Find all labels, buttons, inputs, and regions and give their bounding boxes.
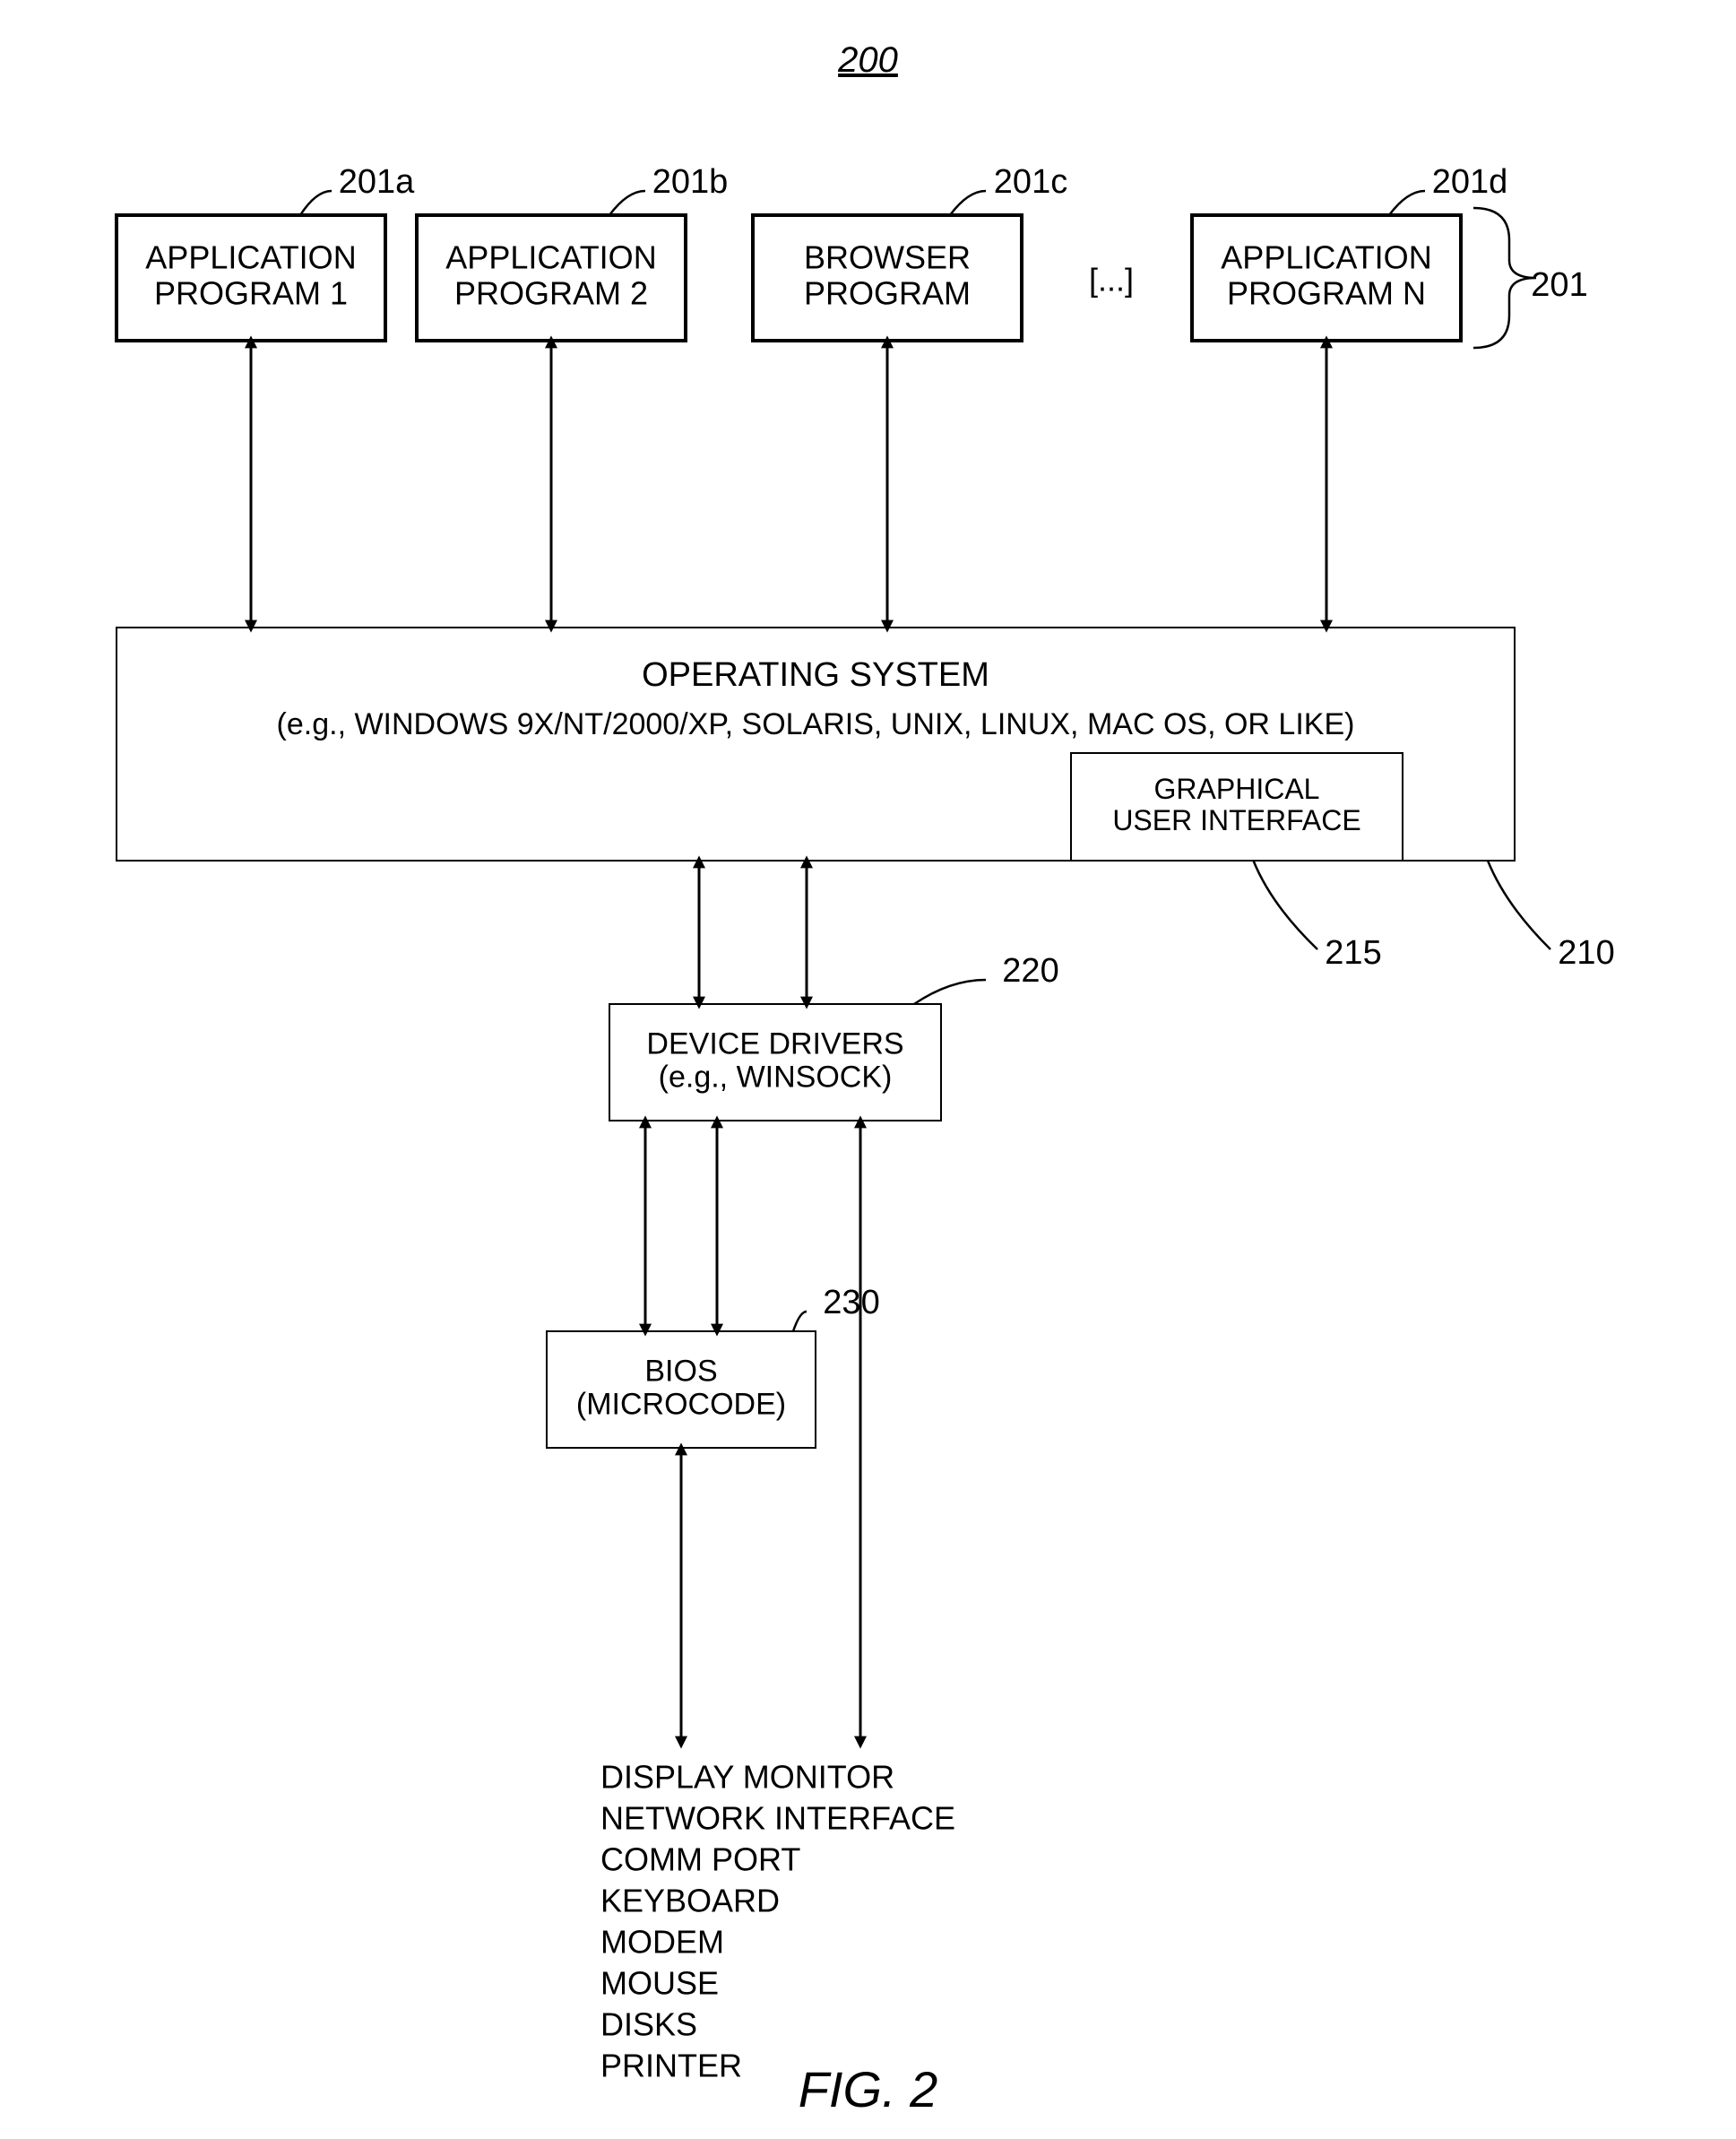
hardware-item: PRINTER bbox=[600, 2048, 742, 2084]
leader-line bbox=[914, 980, 986, 1004]
apps-brace bbox=[1473, 208, 1536, 348]
ref-220: 220 bbox=[1002, 952, 1058, 990]
leader-line bbox=[950, 191, 986, 215]
ref-230: 230 bbox=[823, 1284, 879, 1321]
leader-line bbox=[1389, 191, 1425, 215]
node-label: BROWSER bbox=[804, 239, 971, 276]
svg-text:(e.g., WINDOWS 9X/NT/2000/XP,: (e.g., WINDOWS 9X/NT/2000/XP, SOLARIS, U… bbox=[277, 707, 1355, 741]
leader-line bbox=[609, 191, 645, 215]
node-label: USER INTERFACE bbox=[1112, 804, 1360, 836]
app-box-app2: APPLICATIONPROGRAM 2 bbox=[417, 215, 686, 341]
app-box-app1: APPLICATIONPROGRAM 1 bbox=[117, 215, 385, 341]
node-label: APPLICATION bbox=[445, 239, 656, 276]
hardware-item: MODEM bbox=[600, 1924, 724, 1961]
ref-215: 215 bbox=[1325, 934, 1381, 972]
hardware-item: MOUSE bbox=[600, 1965, 719, 2002]
hardware-item: DISKS bbox=[600, 2006, 697, 2043]
gui-box: GRAPHICALUSER INTERFACE bbox=[1071, 753, 1403, 861]
node-label: PROGRAM bbox=[804, 274, 971, 311]
bios-box: BIOS(MICROCODE) bbox=[547, 1331, 816, 1448]
hardware-item: DISPLAY MONITOR bbox=[600, 1759, 894, 1796]
ref-201: 201 bbox=[1531, 266, 1587, 304]
node-label: (e.g., WINSOCK) bbox=[659, 1061, 893, 1095]
ref-201b: 201b bbox=[652, 163, 729, 201]
node-label: DEVICE DRIVERS bbox=[646, 1026, 903, 1061]
node-label: GRAPHICAL bbox=[1154, 773, 1320, 805]
figure-number: 200 bbox=[837, 40, 898, 80]
hardware-item: KEYBOARD bbox=[600, 1883, 780, 1919]
hardware-list: DISPLAY MONITOR NETWORK INTERFACE COMM POR… bbox=[600, 1759, 955, 2084]
leader-line bbox=[1488, 861, 1550, 949]
node-label: PROGRAM 2 bbox=[454, 274, 648, 311]
drivers-box: DEVICE DRIVERS(e.g., WINSOCK) bbox=[609, 1004, 941, 1121]
ref-201d: 201d bbox=[1432, 163, 1508, 201]
node-label: APPLICATION bbox=[145, 239, 356, 276]
ref-201c: 201c bbox=[994, 163, 1067, 201]
leader-line bbox=[300, 191, 332, 215]
ref-210: 210 bbox=[1558, 934, 1614, 972]
ref-201a: 201a bbox=[339, 163, 415, 201]
svg-text:OPERATING SYSTEM: OPERATING SYSTEM bbox=[642, 656, 989, 694]
node-label: PROGRAM 1 bbox=[154, 274, 348, 311]
leader-line bbox=[1254, 861, 1318, 949]
app-box-appn: APPLICATIONPROGRAM N bbox=[1192, 215, 1461, 341]
node-label: APPLICATION bbox=[1221, 239, 1431, 276]
figure-caption: FIG. 2 bbox=[799, 2061, 938, 2117]
hardware-item: NETWORK INTERFACE bbox=[600, 1800, 955, 1837]
leader-line bbox=[793, 1312, 807, 1331]
hardware-item: COMM PORT bbox=[600, 1841, 800, 1878]
node-label: (MICROCODE) bbox=[576, 1388, 786, 1422]
node-label: BIOS bbox=[644, 1354, 717, 1388]
apps-ellipsis: [...] bbox=[1089, 262, 1134, 299]
node-label: PROGRAM N bbox=[1227, 274, 1426, 311]
app-box-browser: BROWSERPROGRAM bbox=[753, 215, 1022, 341]
